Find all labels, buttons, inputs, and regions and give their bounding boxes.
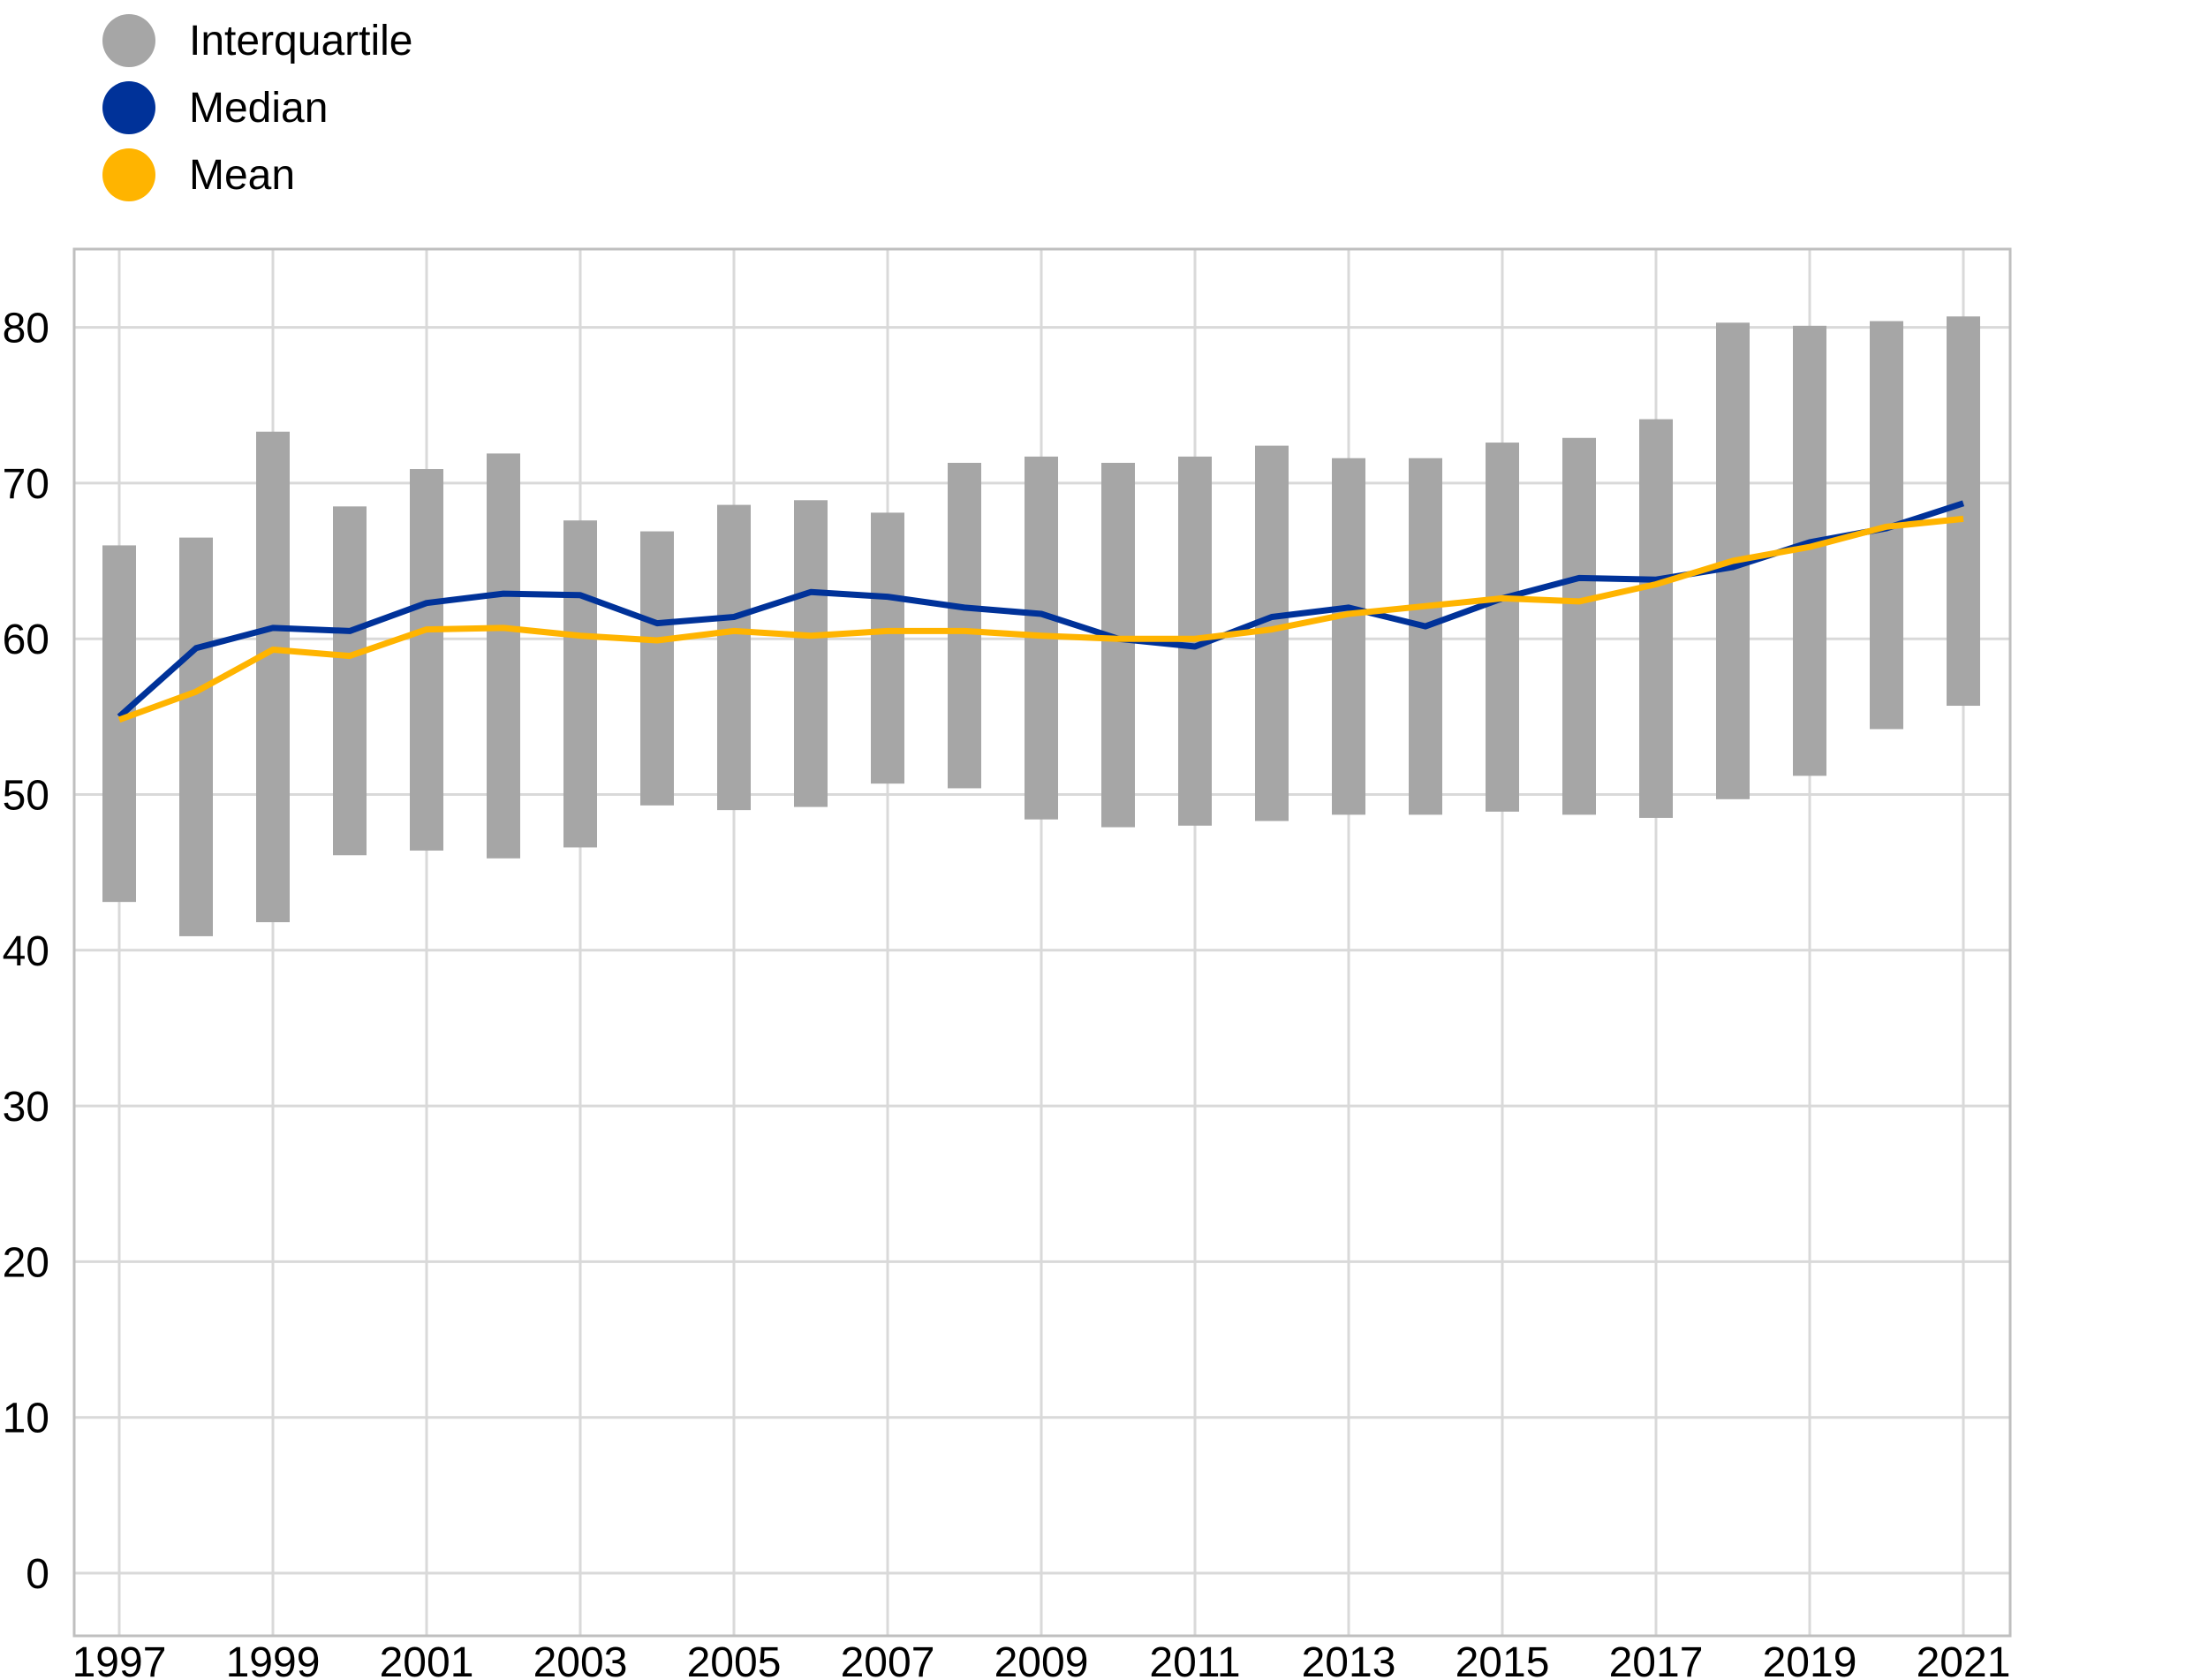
iqr-bar-1997	[102, 545, 136, 903]
legend-swatch-mean-icon	[102, 148, 155, 201]
axis-labels: 0 10 20 30 40 50 60 70 80 1997 1999 2001 2003 2005 200…	[3, 306, 2011, 1680]
y-tick-label-0: 0	[26, 1551, 49, 1598]
iqr-bar-2003	[563, 520, 597, 848]
y-tick-label-60: 60	[3, 617, 49, 663]
iqr-bar-2001	[410, 469, 443, 851]
y-tick-label-10: 10	[3, 1396, 49, 1442]
x-tick-label-2021: 2021	[1917, 1639, 2011, 1680]
legend-item-median: Median	[102, 74, 412, 141]
y-tick-label-30: 30	[3, 1084, 49, 1131]
iqr-bar-2014	[1409, 458, 1442, 815]
iqr-bar-2008	[948, 462, 981, 789]
legend-label-interquartile: Interquartile	[189, 17, 413, 64]
iqr-bar-2004	[640, 531, 674, 806]
y-tick-label-20: 20	[3, 1239, 49, 1286]
iqr-bar-1999	[256, 431, 290, 923]
legend-label-median: Median	[189, 84, 329, 132]
x-tick-label-2015: 2015	[1456, 1639, 1550, 1680]
iqr-bar-2017	[1639, 419, 1673, 818]
iqr-bar-2007	[871, 512, 904, 784]
iqr-bar-2021	[1947, 316, 1980, 707]
legend-item-mean: Mean	[102, 141, 412, 208]
x-tick-label-1999: 1999	[226, 1639, 321, 1680]
x-tick-label-2007: 2007	[841, 1639, 935, 1680]
legend-swatch-interquartile-icon	[102, 14, 155, 67]
series-line-mean	[117, 515, 1964, 723]
x-tick-label-2011: 2011	[1149, 1639, 1240, 1680]
iqr-bar-2016	[1562, 437, 1596, 815]
x-tick-label-2001: 2001	[380, 1639, 474, 1680]
iqr-bar-1998	[179, 537, 213, 936]
y-tick-label-40: 40	[3, 928, 49, 975]
iqr-bar-2015	[1486, 443, 1519, 812]
plot-frame	[72, 247, 2012, 1638]
iqr-bar-2000	[333, 506, 367, 856]
y-tick-label-80: 80	[3, 306, 49, 352]
series-lines	[117, 500, 1965, 723]
legend-label-mean: Mean	[189, 151, 296, 199]
iqr-bar-2013	[1332, 458, 1365, 815]
x-tick-label-2019: 2019	[1763, 1639, 1857, 1680]
iqr-bar-2005	[717, 504, 751, 811]
y-tick-label-70: 70	[3, 461, 49, 508]
legend: Interquartile Median Mean	[102, 7, 412, 208]
x-tick-label-2003: 2003	[533, 1639, 628, 1680]
legend-swatch-median-icon	[102, 81, 155, 134]
x-tick-label-2009: 2009	[994, 1639, 1089, 1680]
iqr-bar-2006	[794, 500, 828, 807]
iqr-bar-2010	[1101, 462, 1135, 828]
y-tick-label-50: 50	[3, 773, 49, 820]
x-tick-label-2017: 2017	[1609, 1639, 1704, 1680]
x-tick-label-2013: 2013	[1302, 1639, 1396, 1680]
x-tick-label-2005: 2005	[687, 1639, 782, 1680]
legend-item-interquartile: Interquartile	[102, 7, 412, 74]
x-tick-label-1997: 1997	[72, 1639, 167, 1680]
iqr-bar-2002	[487, 453, 520, 859]
series-line-median	[117, 500, 1965, 720]
